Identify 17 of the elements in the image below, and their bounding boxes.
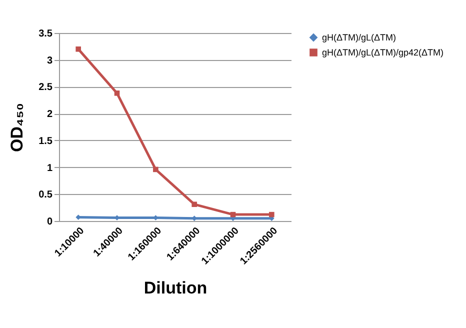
point [114, 90, 120, 96]
y-tick-label: 2 [46, 109, 53, 120]
y-tick-label: 0.5 [38, 190, 53, 201]
y-tick-label: 1.5 [38, 136, 53, 147]
x-axis-title: Dilution [144, 278, 208, 298]
point [153, 166, 158, 172]
point [76, 46, 81, 52]
point [269, 212, 274, 218]
y-tick-label: 3.5 [38, 28, 53, 40]
y-tick-label: 3 [46, 55, 53, 66]
legend-label: gH(ΔTM)/gL(ΔTM) [322, 32, 396, 42]
y-axis-title: OD₄₅₀ [8, 102, 27, 152]
y-tick-label: 2.5 [38, 82, 53, 94]
point [192, 202, 197, 207]
y-tick-label: 1 [46, 162, 53, 174]
y-tick-label: 0 [46, 216, 53, 228]
legend-label: gH(ΔTM)/gL(ΔTM)/gp42(ΔTM) [322, 48, 444, 58]
